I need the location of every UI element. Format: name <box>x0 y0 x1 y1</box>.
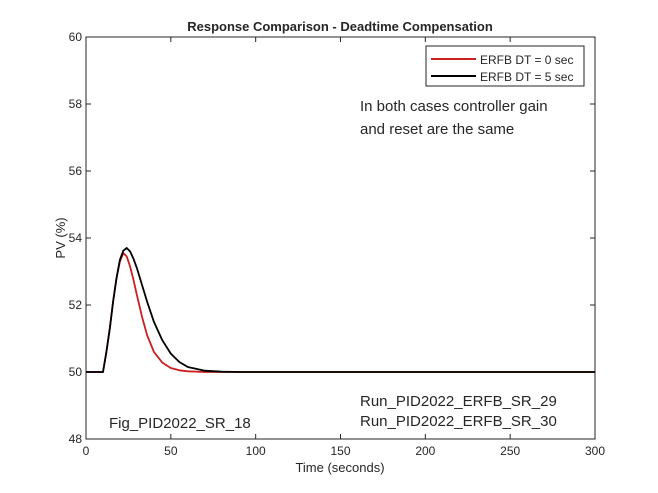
x-tick-label: 250 <box>500 444 520 458</box>
y-tick-label: 48 <box>69 432 83 446</box>
x-axis-label: Time (seconds) <box>295 460 384 475</box>
y-tick-label: 60 <box>69 30 83 44</box>
chart-title: Response Comparison - Deadtime Compensat… <box>187 19 493 34</box>
y-tick-label: 56 <box>69 164 83 178</box>
x-tick-label: 100 <box>246 444 266 458</box>
x-tick-label: 50 <box>164 444 178 458</box>
y-tick-label: 54 <box>69 231 83 245</box>
y-tick-label: 58 <box>69 97 83 111</box>
legend-entry-dt0: ERFB DT = 0 sec <box>480 53 573 67</box>
x-tick-label: 200 <box>415 444 435 458</box>
legend: ERFB DT = 0 sec ERFB DT = 5 sec <box>425 45 585 87</box>
tick-labels: 0 50 100 150 200 250 300 48 50 52 54 56 58 60 <box>69 30 606 458</box>
y-axis-label: PV (%) <box>53 217 68 258</box>
annotation-run-30: Run_PID2022_ERFB_SR_30 <box>360 413 557 430</box>
x-tick-label: 0 <box>83 444 90 458</box>
x-tick-label: 300 <box>585 444 605 458</box>
legend-entry-dt5: ERFB DT = 5 sec <box>480 70 573 84</box>
annotation-note-line2: and reset are the same <box>360 121 514 138</box>
y-tick-label: 50 <box>69 365 83 379</box>
legend-box <box>425 45 585 87</box>
data-lines <box>86 247 595 373</box>
annotation-fig-id: Fig_PID2022_SR_18 <box>109 415 251 432</box>
y-tick-label: 52 <box>69 298 83 312</box>
x-tick-label: 150 <box>330 444 350 458</box>
series-line-1 <box>86 247 595 373</box>
annotation-run-29: Run_PID2022_ERFB_SR_29 <box>360 393 557 410</box>
annotation-note-line1: In both cases controller gain <box>360 98 548 115</box>
